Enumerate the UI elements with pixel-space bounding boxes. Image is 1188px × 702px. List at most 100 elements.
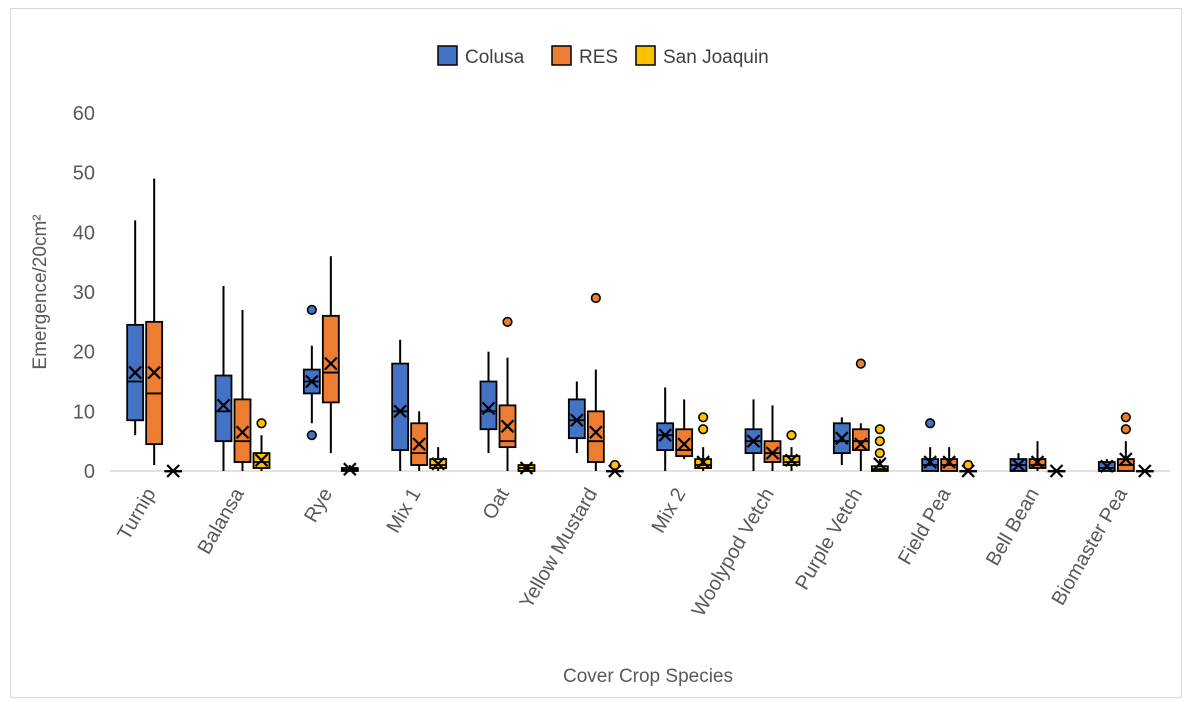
box-colusa: [921, 418, 940, 472]
box-colusa: [656, 387, 675, 471]
box-body: [479, 380, 498, 431]
mean-marker: [166, 464, 180, 478]
mean-marker: [1100, 459, 1114, 474]
y-tick-label: 40: [73, 222, 95, 244]
box-san-joaquin: [1047, 464, 1066, 478]
box-colusa: [1097, 459, 1116, 474]
mean-marker: [235, 425, 250, 439]
box-res: [145, 178, 164, 466]
outlier-point: [698, 412, 709, 423]
outlier-point: [874, 436, 885, 447]
box-colusa: [567, 381, 586, 454]
mean-marker: [696, 455, 710, 469]
mean-marker: [835, 431, 849, 445]
y-tick-label: 50: [73, 163, 95, 185]
box-plot-area: [126, 178, 1154, 478]
box-san-joaquin: [694, 412, 713, 471]
x-axis: Turnip Balansa Rye Mix 1 Oat Yellow Mustard Mi…: [110, 470, 1170, 621]
outlier-point: [855, 358, 866, 369]
mean-marker: [412, 437, 426, 451]
mean-marker: [128, 365, 142, 380]
mean-marker: [343, 462, 357, 476]
outlier-point: [1120, 412, 1131, 423]
box-colusa: [832, 417, 851, 466]
mean-marker: [677, 437, 691, 451]
mean-marker: [324, 356, 338, 371]
box-colusa: [214, 286, 233, 471]
mean-marker: [589, 425, 603, 439]
legend-swatch: [635, 45, 656, 66]
box-colusa: [1009, 453, 1028, 472]
mean-marker: [1119, 452, 1133, 466]
mean-marker: [570, 413, 584, 428]
box-body: [391, 362, 410, 452]
legend-label: Colusa: [465, 47, 525, 68]
mean-marker: [765, 446, 780, 460]
mean-marker: [1030, 455, 1045, 469]
legend-swatch: [437, 45, 458, 66]
y-tick-label: 20: [73, 342, 95, 364]
x-tick-label: Field Pea: [894, 484, 956, 569]
x-tick-label: Rye: [300, 485, 337, 527]
box-colusa: [302, 304, 321, 441]
box-san-joaquin: [164, 464, 183, 478]
box-san-joaquin: [782, 430, 801, 471]
box-san-joaquin: [429, 447, 448, 471]
outlier-point: [1120, 424, 1131, 435]
outlier-point: [609, 459, 620, 471]
mean-marker: [746, 434, 761, 448]
y-tick-label: 10: [73, 401, 95, 423]
box-res: [586, 292, 605, 471]
mean-marker: [393, 404, 407, 419]
mean-marker: [784, 453, 799, 468]
outlier-point: [963, 459, 974, 471]
x-tick-label: Purple Vetch: [791, 485, 867, 594]
box-body: [321, 314, 340, 404]
outlier-point: [306, 304, 317, 316]
box-res: [498, 316, 517, 471]
box-res: [233, 309, 252, 471]
outlier-point: [874, 448, 885, 459]
mean-marker: [481, 401, 496, 416]
mean-marker: [147, 365, 161, 380]
y-tick-label: 0: [84, 461, 95, 483]
mean-marker: [519, 461, 534, 475]
outlier-point: [786, 430, 797, 441]
outlier-point: [874, 424, 885, 435]
box-body: [214, 374, 233, 443]
box-res: [763, 405, 782, 471]
outlier-point: [925, 418, 936, 429]
box-body: [586, 410, 605, 463]
box-colusa: [126, 220, 145, 436]
box-san-joaquin: [870, 424, 889, 472]
y-axis-title: Emergence/20cm²: [30, 214, 51, 369]
x-tick-label: Yellow Mustard: [516, 485, 602, 613]
mean-marker: [1049, 464, 1064, 478]
box-res: [851, 358, 870, 471]
outlier-point: [306, 430, 317, 441]
x-tick-label: Mix 2: [648, 485, 691, 537]
box-san-joaquin: [252, 418, 271, 471]
x-tick-label: Woolypod Vetch: [688, 485, 779, 621]
y-axis: 0 10 20 30 40 50 60: [73, 103, 95, 483]
mean-marker: [1011, 458, 1026, 472]
outlier-point: [502, 316, 513, 327]
x-tick-label: Turnip: [113, 485, 160, 544]
box-colusa: [744, 399, 763, 471]
x-tick-label: Bell Bean: [982, 485, 1044, 570]
y-tick-label: 60: [73, 103, 95, 125]
x-axis-title: Cover Crop Species: [563, 666, 733, 687]
mean-marker: [658, 428, 672, 442]
legend: Colusa RES San Joaquin: [437, 45, 769, 68]
box-res: [1028, 441, 1047, 471]
mean-marker: [873, 457, 887, 471]
outlier-point: [698, 424, 709, 435]
mean-marker: [942, 455, 956, 469]
mean-marker: [923, 455, 937, 469]
legend-label: San Joaquin: [663, 47, 769, 68]
mean-marker: [305, 374, 319, 389]
mean-marker: [216, 398, 231, 413]
box-san-joaquin: [340, 462, 359, 476]
box-res: [1116, 412, 1135, 472]
box-san-joaquin: [605, 459, 624, 478]
